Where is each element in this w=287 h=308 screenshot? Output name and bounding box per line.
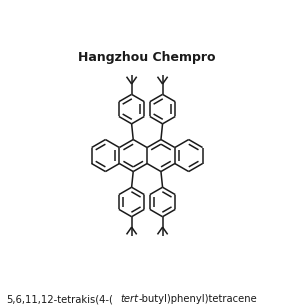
- Text: 5,6,11,12-tetrakis(4-(: 5,6,11,12-tetrakis(4-(: [6, 294, 113, 304]
- Text: tert: tert: [120, 294, 138, 304]
- Text: -butyl)phenyl)tetracene: -butyl)phenyl)tetracene: [138, 294, 257, 304]
- Text: Hangzhou Chempro: Hangzhou Chempro: [78, 51, 216, 64]
